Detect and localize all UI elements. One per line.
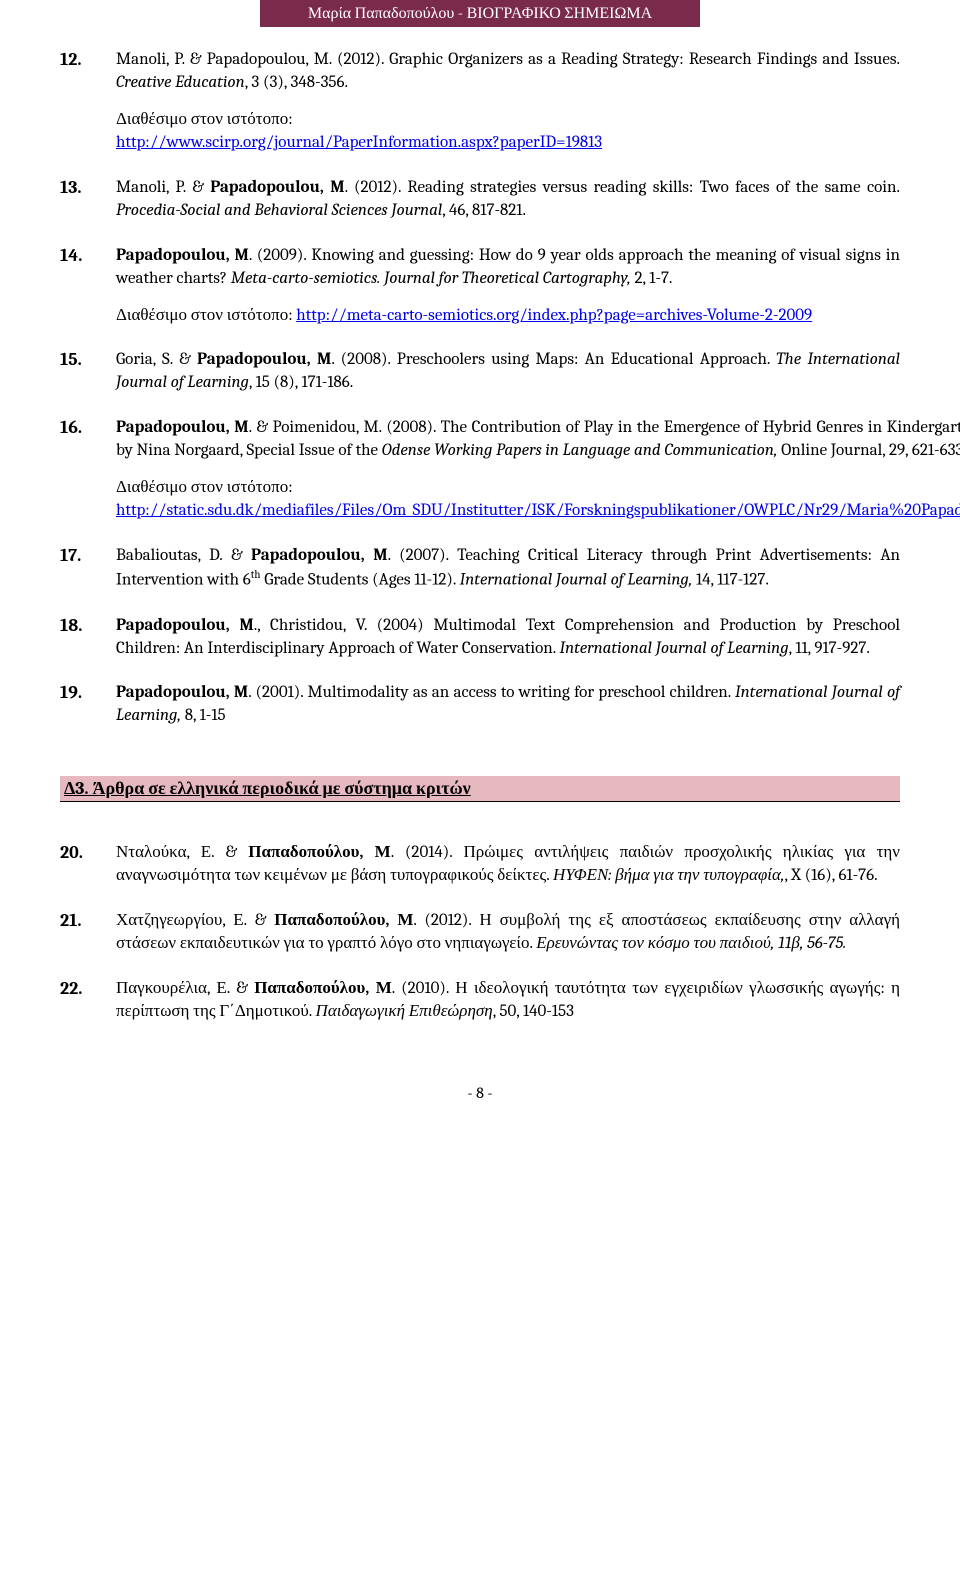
entry-text: 8, 1-15 [181, 706, 226, 725]
entry-text: Manoli, P. & Papadopoulou, M. (2012). Gr… [116, 50, 900, 69]
entry-text: Manoli, P. & [116, 178, 210, 197]
entry-text: Online Journal, 29, 621-633. [777, 441, 960, 460]
reference-entry: 15. Goria, S. & Papadopoulou, M. (2008).… [60, 349, 900, 395]
entry-bold: Papadopoulou, M [251, 546, 388, 565]
entry-body: Παγκουρέλια, Ε. & Παπαδοπούλου, Μ. (2010… [116, 978, 900, 1024]
entry-text: . (2001). Multimodality as an access to … [248, 683, 735, 702]
entry-number: 12. [60, 49, 116, 155]
entry-text: , X (16), 61-76. [784, 866, 877, 885]
page-number-footer: - 8 - [60, 1084, 900, 1102]
availability-block: Διαθέσιμο στον ιστότοπο: http://meta-car… [116, 305, 900, 328]
entry-bold: Papadopoulou, M [197, 350, 331, 369]
reference-entry: 17. Babalioutas, D. & Papadopoulou, M. (… [60, 545, 900, 593]
entry-body: Papadopoulou, M. (2009). Knowing and gue… [116, 245, 900, 328]
reference-entry: 16. Papadopoulou, M. & Poimenidou, M. (2… [60, 417, 900, 523]
entry-text: , 50, 140-153 [493, 1002, 574, 1021]
availability-label: Διαθέσιμο στον ιστότοπο: [116, 110, 293, 129]
entry-bold: Papadopoulou, M [116, 683, 248, 702]
entry-bold: Papadopoulou, M [116, 246, 249, 265]
entry-text: Goria, S. & [116, 350, 197, 369]
entry-body: Manoli, P. & Papadopoulou, M. (2012). Re… [116, 177, 900, 223]
reference-entry: 18. Papadopoulou, M., Christidou, V. (20… [60, 615, 900, 661]
entry-bold: Παπαδοπούλου, Μ [274, 911, 413, 930]
entry-text: 2, 1-7. [631, 269, 673, 288]
entry-italic: Creative Education [116, 73, 245, 92]
reference-entry: 19. Papadopoulou, M. (2001). Multimodali… [60, 682, 900, 728]
entry-body: Babalioutas, D. & Papadopoulou, M. (2007… [116, 545, 900, 593]
reference-entry: 12. Manoli, P. & Papadopoulou, M. (2012)… [60, 49, 900, 155]
entry-italic: Meta-carto-semiotics. Journal for Theore… [231, 269, 631, 288]
entry-text: 14, 117-127. [692, 571, 769, 590]
entry-italic: International Journal of Learning [559, 639, 788, 658]
entry-text: Νταλούκα, Ε. & [116, 843, 248, 862]
entry-italic: Ερευνώντας τον κόσμο του παιδιού, 11β, 5… [536, 934, 846, 953]
entry-text: . (2012). Reading strategies versus read… [345, 178, 900, 197]
entry-bold: Papadopoulou, M [116, 616, 254, 635]
entry-number: 13. [60, 177, 116, 223]
availability-block: Διαθέσιμο στον ιστότοπο: http://www.scir… [116, 109, 900, 155]
entry-number: 19. [60, 682, 116, 728]
entry-number: 17. [60, 545, 116, 593]
section-heading-d3: Δ3. Άρθρα σε ελληνικά περιοδικά με σύστη… [60, 776, 900, 802]
availability-label: Διαθέσιμο στον ιστότοπο: [116, 306, 296, 325]
reference-link[interactable]: http://meta-carto-semiotics.org/index.ph… [296, 306, 812, 325]
reference-link[interactable]: http://static.sdu.dk/mediafiles/Files/Om… [116, 501, 960, 520]
entry-italic: International Journal of Learning, [460, 571, 693, 590]
entry-text: , 11, 917-927. [789, 639, 870, 658]
entry-number: 18. [60, 615, 116, 661]
entry-text: Grade Students (Ages 11-12). [260, 571, 459, 590]
entry-body: Papadopoulou, M., Christidou, V. (2004) … [116, 615, 900, 661]
reference-entry: 13. Manoli, P. & Papadopoulou, M. (2012)… [60, 177, 900, 223]
entry-number: 15. [60, 349, 116, 395]
entry-number: 16. [60, 417, 116, 523]
entry-number: 21. [60, 910, 116, 956]
reference-entry: 14. Papadopoulou, M. (2009). Knowing and… [60, 245, 900, 328]
page-header-banner: Μαρία Παπαδοπούλου - ΒΙΟΓΡΑΦΙΚΟ ΣΗΜΕΙΩΜΑ [260, 0, 700, 27]
reference-entry: 20. Νταλούκα, Ε. & Παπαδοπούλου, Μ. (201… [60, 842, 900, 888]
entry-number: 14. [60, 245, 116, 328]
entry-italic: Procedia-Social and Behavioral Sciences … [116, 201, 442, 220]
entry-italic: Odense Working Papers in Language and Co… [382, 441, 778, 460]
entry-text: Babalioutas, D. & [116, 546, 251, 565]
entry-body: Manoli, P. & Papadopoulou, M. (2012). Gr… [116, 49, 900, 155]
page-content: 12. Manoli, P. & Papadopoulou, M. (2012)… [0, 49, 960, 1142]
entry-bold: Papadopoulou, M [210, 178, 344, 197]
entry-body: Papadopoulou, M. & Poimenidou, M. (2008)… [116, 417, 960, 523]
reference-entry: 22. Παγκουρέλια, Ε. & Παπαδοπούλου, Μ. (… [60, 978, 900, 1024]
entry-body: Χατζηγεωργίου, Ε. & Παπαδοπούλου, Μ. (20… [116, 910, 900, 956]
availability-block: Διαθέσιμο στον ιστότοπο: http://static.s… [116, 477, 960, 523]
entry-text: , 15 (8), 171-186. [249, 373, 353, 392]
entry-body: Papadopoulou, M. (2001). Multimodality a… [116, 682, 900, 728]
entry-number: 22. [60, 978, 116, 1024]
entry-number: 20. [60, 842, 116, 888]
availability-label: Διαθέσιμο στον ιστότοπο: [116, 478, 293, 497]
entry-bold: Papadopoulou, M [116, 418, 249, 437]
entry-body: Goria, S. & Papadopoulou, M. (2008). Pre… [116, 349, 900, 395]
reference-entry: 21. Χατζηγεωργίου, Ε. & Παπαδοπούλου, Μ.… [60, 910, 900, 956]
entry-text: . (2008). Preschoolers using Maps: An Ed… [331, 350, 776, 369]
entry-body: Νταλούκα, Ε. & Παπαδοπούλου, Μ. (2014). … [116, 842, 900, 888]
entry-italic: Παιδαγωγική Επιθεώρηση [316, 1002, 493, 1021]
entry-text: . & Poimenidou, M. (2008). The Contribut… [249, 418, 960, 437]
entry-text: , 3 (3), 348-356. [245, 73, 348, 92]
entry-text: , 46, 817-821. [442, 201, 526, 220]
entry-text: Χατζηγεωργίου, Ε. & [116, 911, 274, 930]
entry-bold: Παπαδοπούλου, Μ [254, 979, 392, 998]
entry-bold: Παπαδοπούλου, Μ [248, 843, 390, 862]
entry-text: Παγκουρέλια, Ε. & [116, 979, 254, 998]
entry-italic: ΗΥΦΕΝ: βήμα για την τυπογραφία, [553, 866, 784, 885]
reference-link[interactable]: http://www.scirp.org/journal/PaperInform… [116, 133, 602, 152]
